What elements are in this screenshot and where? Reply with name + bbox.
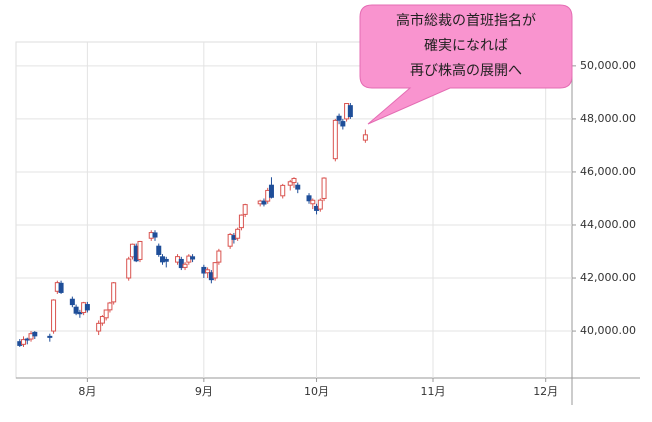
candle-body	[336, 115, 342, 121]
candle-body	[47, 335, 53, 338]
candle-body	[280, 184, 286, 197]
candle-body	[99, 316, 105, 324]
x-tick-label: 8月	[78, 385, 96, 398]
candle-body	[332, 119, 338, 160]
callout-bubble	[359, 4, 573, 125]
candle-body	[227, 233, 233, 247]
candle-body	[205, 269, 211, 274]
x-tick-label: 9月	[195, 385, 213, 398]
candle-body	[58, 282, 64, 293]
candle-body	[77, 311, 83, 315]
y-tick-label: 44,000.00	[580, 218, 636, 231]
candle-body	[310, 199, 316, 205]
y-tick-label: 46,000.00	[580, 165, 636, 178]
candle-body	[103, 309, 109, 319]
candle-body	[321, 177, 327, 199]
x-tick-label: 10月	[304, 385, 329, 398]
candle-body	[156, 245, 162, 255]
candle-body	[126, 258, 132, 279]
candle-body	[306, 195, 312, 202]
candle-body	[261, 200, 267, 205]
y-tick-label: 40,000.00	[580, 324, 636, 337]
x-tick-label: 11月	[421, 385, 446, 398]
x-tick-label: 12月	[533, 385, 558, 398]
candle-body	[178, 258, 184, 269]
candle-body	[163, 258, 169, 262]
candle-body	[73, 306, 79, 314]
candle-body	[317, 199, 323, 210]
callout: 高市総裁の首班指名が 確実になれば 再び株高の展開へ	[359, 4, 573, 125]
candle-body	[96, 322, 102, 332]
y-tick-label: 42,000.00	[580, 271, 636, 284]
candle-body	[295, 184, 301, 190]
candle-body	[51, 299, 57, 332]
candle-body	[287, 181, 293, 186]
candle-body	[69, 298, 75, 306]
candle-body	[84, 304, 90, 311]
candle-body	[242, 204, 248, 215]
candle-body	[111, 282, 117, 303]
candle-body	[32, 331, 38, 337]
candle-body	[21, 339, 27, 345]
candle-body	[238, 214, 244, 229]
candle-body	[212, 262, 218, 279]
callout-line: 再び株高の展開へ	[410, 62, 522, 79]
candle-body	[235, 228, 241, 239]
candle-body	[216, 250, 222, 263]
callout-line: 高市総裁の首班指名が	[396, 12, 536, 29]
candle-body	[182, 263, 188, 268]
candle-body	[152, 232, 158, 238]
y-tick-label: 50,000.00	[580, 59, 636, 72]
candle-body	[137, 240, 143, 260]
callout-line: 確実になれば	[424, 38, 508, 54]
candle-body	[362, 134, 368, 141]
candle-body	[347, 105, 353, 118]
candle-body	[190, 256, 196, 260]
y-tick-label: 48,000.00	[580, 112, 636, 125]
candle-body	[268, 184, 274, 198]
candle-body	[107, 302, 113, 311]
candle-body	[291, 177, 297, 184]
candle-body	[340, 121, 346, 127]
